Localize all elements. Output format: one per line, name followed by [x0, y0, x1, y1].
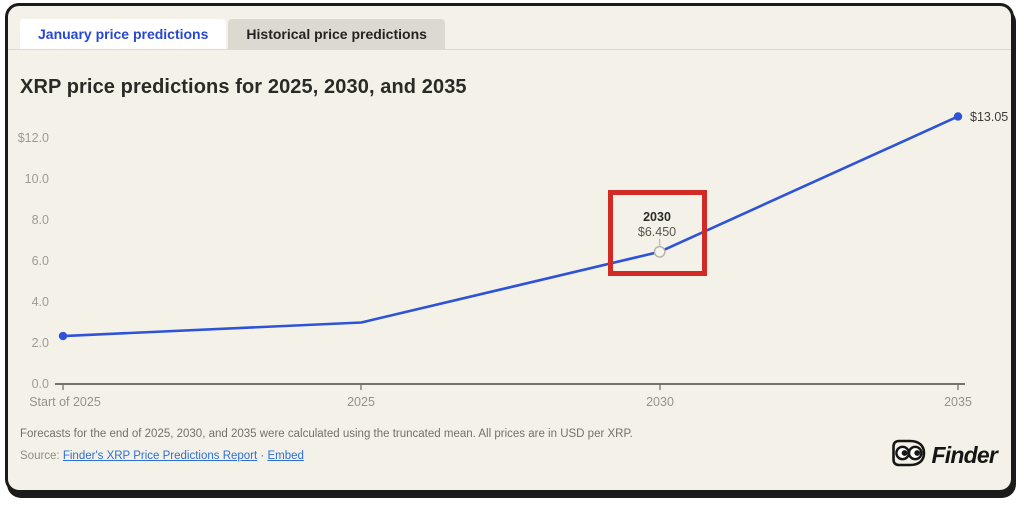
price-chart: $12.0 10.0 8.0 6.0 4.0 2.0 0.0 Start of …: [18, 110, 1009, 409]
y-tick-label: 6.0: [32, 254, 49, 268]
y-tick-label: 4.0: [32, 295, 49, 309]
window-frame: January price predictions Historical pri…: [5, 3, 1014, 493]
link-separator: ·: [260, 450, 265, 462]
finder-logo: Finder: [891, 439, 998, 472]
y-tick-label: $12.0: [18, 131, 49, 145]
x-tick-label: 2025: [347, 395, 375, 409]
hover-point-2030[interactable]: [653, 245, 666, 258]
tooltip: 2030 $6.450: [608, 210, 706, 239]
source-label: Source:: [20, 450, 60, 462]
tab-historical[interactable]: Historical price predictions: [228, 19, 445, 49]
end-point[interactable]: [953, 112, 963, 121]
x-tick-label: 2030: [646, 395, 674, 409]
page-title: XRP price predictions for 2025, 2030, an…: [20, 76, 467, 98]
x-tick-label: Start of 2025: [29, 395, 101, 409]
start-point[interactable]: [58, 331, 68, 341]
eyes-icon: [891, 439, 927, 472]
finder-logo-text: Finder: [931, 442, 998, 468]
end-point-label: $13.05: [970, 110, 1008, 124]
y-tick-label: 2.0: [32, 336, 49, 350]
source-line: Source: Finder's XRP Price Predictions R…: [20, 450, 304, 462]
tab-january[interactable]: January price predictions: [20, 19, 227, 49]
tooltip-title: 2030: [643, 210, 671, 224]
footer-note: Forecasts for the end of 2025, 2030, and…: [20, 428, 633, 440]
highlight-box: [608, 190, 707, 276]
tooltip-value: $6.450: [637, 225, 677, 239]
x-tick-label: 2035: [944, 395, 972, 409]
embed-link[interactable]: Embed: [267, 450, 304, 462]
y-tick-label: 8.0: [32, 213, 49, 227]
tab-bar: January price predictions Historical pri…: [8, 19, 1011, 50]
source-report-link[interactable]: Finder's XRP Price Predictions Report: [62, 450, 258, 462]
y-tick-label: 0.0: [32, 377, 49, 391]
price-line: [61, 115, 960, 338]
y-tick-label: 10.0: [25, 172, 49, 186]
